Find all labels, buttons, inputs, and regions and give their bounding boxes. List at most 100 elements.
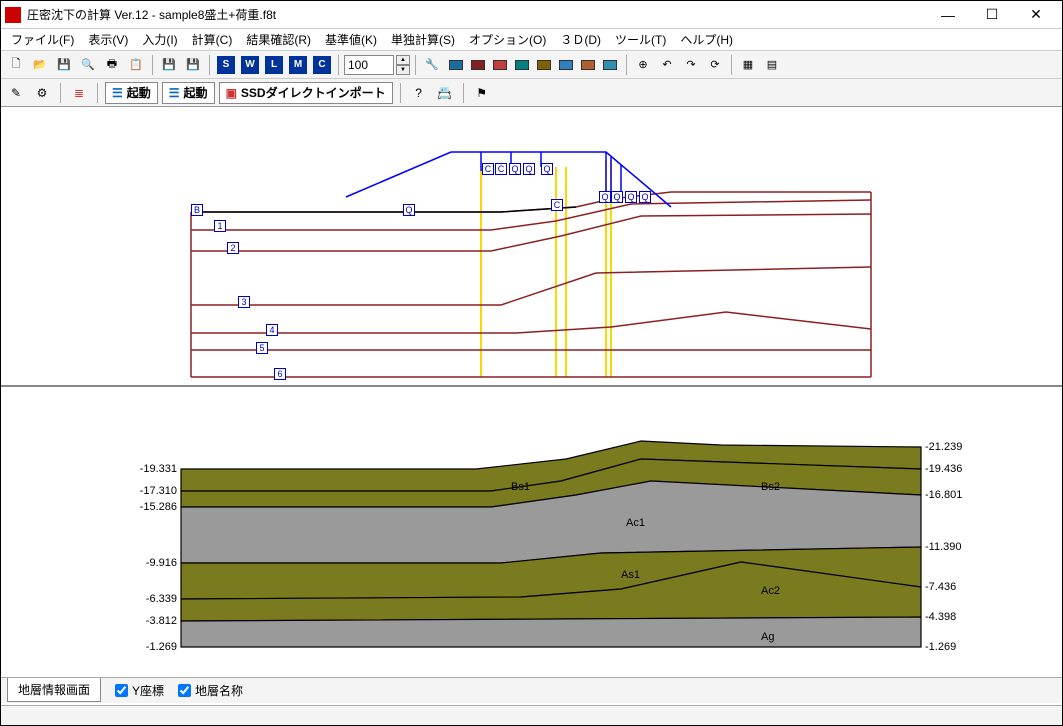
- gear-icon[interactable]: ⚙: [31, 82, 53, 104]
- menu-item-7[interactable]: オプション(O): [463, 29, 552, 50]
- mode-m-button[interactable]: M: [287, 54, 309, 76]
- panel1-icon[interactable]: ▦: [737, 54, 759, 76]
- nav2-icon[interactable]: ↶: [656, 54, 678, 76]
- marker-label: Q: [625, 191, 637, 203]
- layer-name-label: Ac2: [761, 585, 780, 597]
- color-swatch-0[interactable]: [445, 54, 467, 76]
- marker-label: 5: [256, 342, 268, 354]
- ssd-import-button[interactable]: ▣SSDダイレクトインポート: [219, 82, 393, 104]
- right-axis-label: -21.239: [925, 441, 962, 453]
- save-icon[interactable]: 💾: [53, 54, 75, 76]
- color-swatch-4[interactable]: [533, 54, 555, 76]
- marker-label: 4: [266, 324, 278, 336]
- color-swatch-3[interactable]: [511, 54, 533, 76]
- tab-layer-info[interactable]: 地層情報画面: [7, 678, 101, 702]
- color-swatch-6[interactable]: [577, 54, 599, 76]
- app-icon: [5, 7, 21, 23]
- left-axis-label: -15.286: [131, 501, 177, 513]
- right-axis-label: -11.390: [925, 541, 962, 553]
- layer-name-label: Bs2: [761, 481, 780, 493]
- marker-label: 6: [274, 368, 286, 380]
- menubar: ファイル(F)表示(V)入力(I)計算(C)結果確認(R)基準値(K)単独計算(…: [1, 29, 1062, 51]
- mode-l-button[interactable]: L: [263, 54, 285, 76]
- layers-icon[interactable]: ≣: [68, 82, 90, 104]
- marker-label: 2: [227, 242, 239, 254]
- bottom-bar: 地層情報画面 Y座標 地層名称: [1, 677, 1062, 703]
- disk1-icon[interactable]: 💾: [158, 54, 180, 76]
- marker-label: Q: [403, 204, 415, 216]
- layer-name-label: Ac1: [626, 517, 645, 529]
- layer-name-label: As1: [621, 569, 640, 581]
- mode-c-button[interactable]: C: [311, 54, 333, 76]
- info-icon[interactable]: 📇: [434, 82, 456, 104]
- marker-label: Q: [523, 163, 535, 175]
- checkbox-y-coord[interactable]: Y座標: [115, 682, 164, 699]
- minimize-button[interactable]: ―: [926, 2, 970, 28]
- right-axis-label: -19.436: [925, 463, 962, 475]
- copy-icon[interactable]: 📋: [125, 54, 147, 76]
- layer-name-label: Ag: [761, 631, 774, 643]
- panel2-icon[interactable]: ▤: [761, 54, 783, 76]
- right-axis-label: -4.398: [925, 611, 956, 623]
- menu-item-10[interactable]: ヘルプ(H): [674, 29, 739, 50]
- mode-s-button[interactable]: S: [215, 54, 237, 76]
- right-axis-label: -7.436: [925, 581, 956, 593]
- nav4-icon[interactable]: ⟳: [704, 54, 726, 76]
- marker-label: 3: [238, 296, 250, 308]
- marker-label: 1: [214, 220, 226, 232]
- checkbox-layer-name[interactable]: 地層名称: [178, 682, 243, 699]
- menu-item-3[interactable]: 計算(C): [186, 29, 239, 50]
- color-swatch-7[interactable]: [599, 54, 621, 76]
- toolbar-main: 🗋 📂 💾 🔍 🖶 📋 💾 💾 SWLMC ▲▼ 🔧 ⊕ ↶ ↷ ⟳ ▦ ▤: [1, 51, 1062, 79]
- left-axis-label: -9.916: [131, 557, 177, 569]
- marker-label: Q: [509, 163, 521, 175]
- menu-item-1[interactable]: 表示(V): [82, 29, 134, 50]
- flag-icon[interactable]: ⚑: [471, 82, 493, 104]
- menu-item-9[interactable]: ツール(T): [609, 29, 672, 50]
- zoom-spinner[interactable]: ▲▼: [396, 55, 410, 75]
- color-swatch-5[interactable]: [555, 54, 577, 76]
- marker-label: Q: [599, 191, 611, 203]
- status-bar: [1, 705, 1062, 725]
- open-icon[interactable]: 📂: [29, 54, 51, 76]
- menu-item-4[interactable]: 結果確認(R): [240, 29, 317, 50]
- menu-item-0[interactable]: ファイル(F): [5, 29, 80, 50]
- tool-a-icon[interactable]: 🔧: [421, 54, 443, 76]
- menu-item-5[interactable]: 基準値(K): [319, 29, 383, 50]
- window-title: 圧密沈下の計算 Ver.12 - sample8盛土+荷重.f8t: [27, 6, 926, 23]
- edit-icon[interactable]: ✎: [5, 82, 27, 104]
- menu-item-6[interactable]: 単独計算(S): [385, 29, 461, 50]
- preview-icon[interactable]: 🔍: [77, 54, 99, 76]
- left-axis-label: -6.339: [131, 593, 177, 605]
- right-axis-label: -1.269: [925, 641, 956, 653]
- upper-cross-section[interactable]: CCQQQCQQQQBQ123456: [1, 107, 1062, 387]
- mode-w-button[interactable]: W: [239, 54, 261, 76]
- close-button[interactable]: ✕: [1014, 2, 1058, 28]
- menu-item-8[interactable]: ３Ｄ(D): [554, 29, 607, 50]
- print-icon[interactable]: 🖶: [101, 54, 123, 76]
- lower-stratigraphy[interactable]: -19.331 -17.310 -15.286 -9.916 -6.339 -3.812 -…: [1, 387, 1062, 667]
- left-axis-label: -3.812: [131, 615, 177, 627]
- nav1-icon[interactable]: ⊕: [632, 54, 654, 76]
- zoom-input[interactable]: [344, 55, 394, 75]
- help-icon[interactable]: ?: [408, 82, 430, 104]
- marker-label: Q: [541, 163, 553, 175]
- maximize-button[interactable]: ☐: [970, 2, 1014, 28]
- new-icon[interactable]: 🗋: [5, 54, 27, 76]
- right-axis-label: -16.801: [925, 489, 962, 501]
- marker-label: C: [482, 163, 494, 175]
- color-swatch-1[interactable]: [467, 54, 489, 76]
- left-axis-label: -19.331: [131, 463, 177, 475]
- launch1-button[interactable]: ☰起動: [105, 82, 158, 104]
- canvas-area: CCQQQCQQQQBQ123456 -19.331-17.310-15.286…: [1, 107, 1062, 667]
- disk2-icon[interactable]: 💾: [182, 54, 204, 76]
- layer-name-label: Bs1: [511, 481, 530, 493]
- left-axis-label: -1.269: [131, 641, 177, 653]
- launch2-button[interactable]: ☰起動: [162, 82, 215, 104]
- left-axis-label: -17.310: [131, 485, 177, 497]
- menu-item-2[interactable]: 入力(I): [136, 29, 183, 50]
- nav3-icon[interactable]: ↷: [680, 54, 702, 76]
- marker-label: C: [551, 199, 563, 211]
- color-swatch-2[interactable]: [489, 54, 511, 76]
- marker-label: Q: [611, 191, 623, 203]
